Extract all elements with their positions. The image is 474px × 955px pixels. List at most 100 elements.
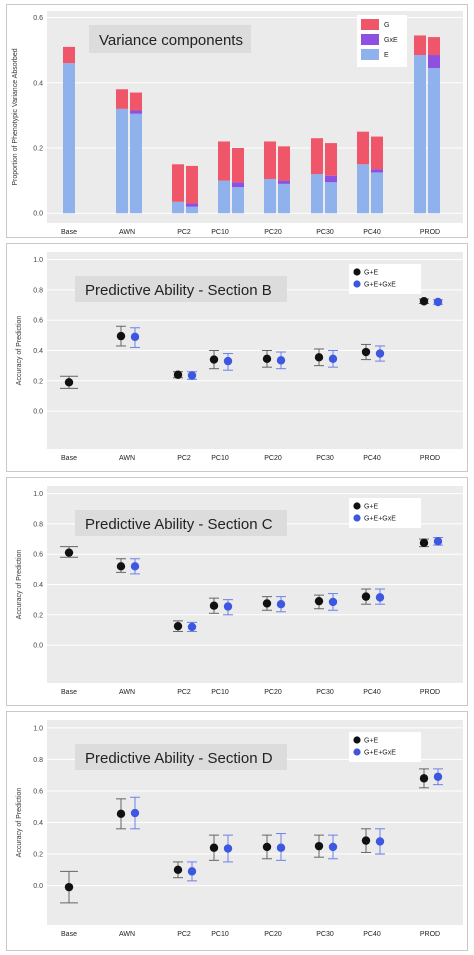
section-d-panel: 0.0 0.2 0.4 0.6 0.8 1.0 Base AWN PC2 PC10 PC20 PC30… [6,711,468,951]
bar-g-pc20 [264,141,276,179]
bar-e-pc20 [264,178,276,214]
x-tick-label-pc20: PC20 [264,931,282,938]
x-tick-label-pc10: PC10 [211,931,229,938]
bar-e-prod [414,55,426,214]
point-ge-awn [116,562,126,571]
x-tick-label-pc40: PC40 [363,455,381,462]
point-ge-pc10 [209,601,219,610]
bar-g-pc10 [218,141,230,181]
legend: G+E G+E+GxE [349,732,421,762]
point-ge-pc40 [361,836,371,845]
point-ge-pc10 [209,355,219,364]
y-tick-label: 0.0 [33,643,43,650]
y-tick-label: 0.6 [33,788,43,795]
legend-marker-ge [353,502,361,510]
title-box [75,744,287,770]
x-tick-label-pc2: PC2 [177,229,191,236]
point-ge-prod [419,538,429,548]
chart-title: Variance components [99,32,243,49]
legend: G GxE E [357,15,407,67]
bar-e-awn [116,108,128,214]
x-tick-label-awn: AWN [119,689,135,696]
y-tick-label: 0.2 [33,145,43,152]
point-gexge-prod [433,297,443,307]
x-tick-label-pc40: PC40 [363,931,381,938]
legend-label-ge: G+E [364,738,379,745]
y-tick-label: 0.6 [33,318,43,325]
legend: G+E G+E+GxE [349,264,421,294]
x-tick-label-base: Base [61,455,77,462]
y-tick-label: 0.4 [33,80,43,87]
y-axis-label: Accuracy of Prediction [16,550,23,620]
point-gexge-pc20 [276,600,286,609]
bar-g-pc2 [172,164,184,202]
point-ge-pc10 [209,843,219,852]
bar-g-pc30 [311,138,323,175]
section-b-panel: 0.0 0.2 0.4 0.6 0.8 1.0 Base AWN PC2 PC10 PC20 PC30… [6,243,468,472]
point-gexge-pc20 [276,843,286,852]
bar-e-prod [428,68,440,214]
y-tick-label: 0.6 [33,15,43,22]
bar-g-base [63,46,75,64]
x-tick-label-pc2: PC2 [177,455,191,462]
x-tick-label-base: Base [61,689,77,696]
y-tick-label: 0.2 [33,612,43,619]
point-ge-pc2 [173,621,183,631]
bar-g-prod [414,35,426,56]
x-tick-label-awn: AWN [119,229,135,236]
x-tick-label-pc20: PC20 [264,455,282,462]
x-tick-label-pc20: PC20 [264,689,282,696]
point-gexge-pc40 [375,349,385,358]
point-gexge-awn [130,562,140,571]
point-gexge-pc30 [328,597,338,607]
y-tick-label: 1.0 [33,491,43,498]
legend-swatch-g [361,19,379,30]
point-ge-base [64,548,74,557]
x-tick-label-pc10: PC10 [211,229,229,236]
y-axis-label: Accuracy of Prediction [16,788,23,858]
bar-gxe-pc30 [325,175,337,183]
point-gexge-pc10 [223,844,233,853]
x-tick-label-awn: AWN [119,455,135,462]
section-d-chart: 0.0 0.2 0.4 0.6 0.8 1.0 Base AWN PC2 PC10 PC20 PC30… [16,720,463,938]
y-tick-label: 0.0 [33,883,43,890]
legend-label-g: G [384,22,389,29]
legend-marker-gexge [353,514,361,522]
point-ge-pc20 [262,842,272,852]
bar-gxe-pc2 [186,203,198,207]
bar-e-pc2 [172,201,184,214]
point-ge-pc20 [262,354,272,364]
legend-box [349,498,421,528]
bar-e-pc40 [371,172,383,214]
legend-label-ge: G+E [364,270,379,277]
legend-label-gxe: GxE [384,37,398,44]
legend-label-gexge: G+E+GxE [364,516,396,523]
point-ge-pc2 [173,865,183,875]
x-tick-label-prod: PROD [420,689,440,696]
y-tick-label: 0.8 [33,287,43,294]
bar-e-base [63,63,75,214]
x-tick-label-pc10: PC10 [211,689,229,696]
y-tick-label: 0.2 [33,852,43,859]
y-tick-label: 1.0 [33,725,43,732]
point-ge-pc30 [314,841,324,851]
title-box [75,276,287,302]
bar-e-pc30 [325,182,337,214]
point-gexge-pc30 [328,842,338,852]
y-tick-label: 0.0 [33,409,43,416]
y-tick-label: 0.8 [33,757,43,764]
x-tick-label-base: Base [61,229,77,236]
point-gexge-prod [433,772,443,781]
y-tick-label: 0.8 [33,521,43,528]
x-tick-label-pc2: PC2 [177,931,191,938]
point-gexge-awn [130,808,140,818]
y-axis-label: Proportion of Phenotypic Variance Absorb… [12,48,19,185]
point-gexge-awn [130,332,140,342]
legend-marker-gexge [353,748,361,756]
y-tick-label: 0.4 [33,582,43,589]
legend-label-ge: G+E [364,504,379,511]
x-tick-label-base: Base [61,931,77,938]
legend-marker-ge [353,736,361,744]
x-tick-label-pc40: PC40 [363,229,381,236]
bar-g-pc40 [357,131,369,165]
